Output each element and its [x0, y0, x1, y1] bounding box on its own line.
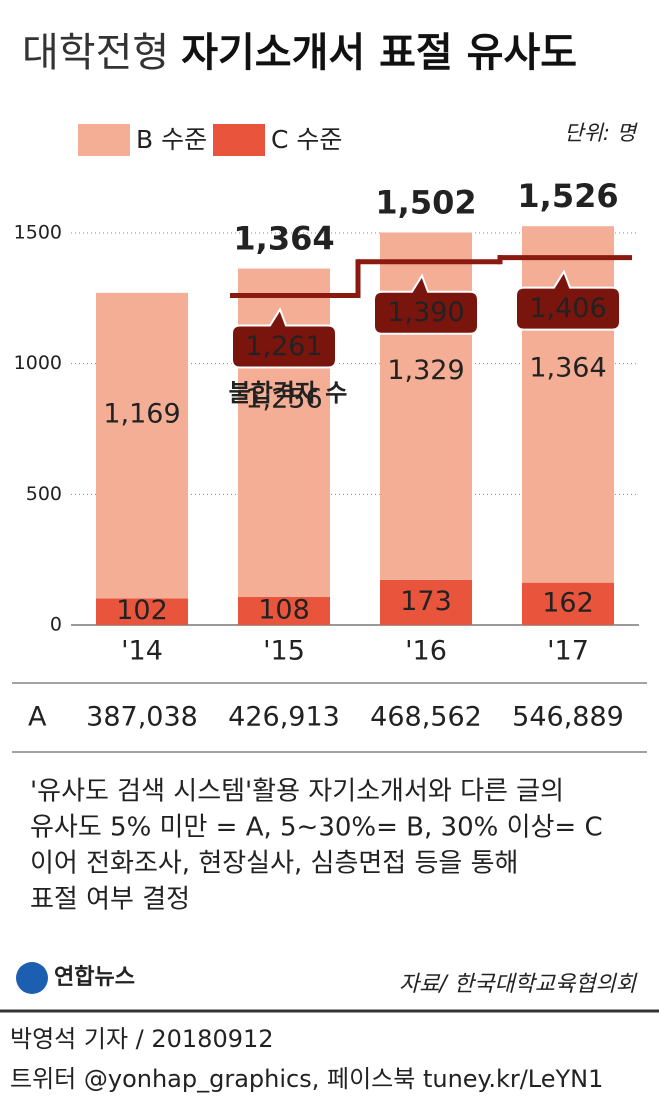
line-label-box	[515, 269, 621, 331]
value-label: 108	[258, 594, 310, 625]
social: 트위터 @yonhap_graphics, 페이스북 tuney.kr/LeYN…	[10, 1065, 603, 1093]
value-label: 102	[116, 595, 168, 626]
line-value-label: 1,261	[245, 331, 322, 362]
value-label: 1,169	[103, 399, 180, 430]
y-tick-label: 1500	[14, 222, 62, 244]
bar-segment	[96, 292, 188, 599]
table-cell: 468,562	[370, 702, 482, 733]
y-tick-label: 1000	[14, 352, 62, 374]
bar-segment	[522, 582, 614, 625]
x-tick-label: '16	[405, 636, 447, 667]
value-label: 162	[542, 587, 594, 618]
chart-title: 대학전형 자기소개서 표절 유사도	[22, 30, 577, 76]
table-cell: 387,038	[86, 702, 198, 733]
bar-segment	[238, 596, 330, 625]
bar-segment	[96, 598, 188, 625]
legend-label: B 수준	[136, 125, 207, 154]
line-value-label: 1,390	[387, 297, 464, 328]
title-light: 대학전형	[22, 30, 169, 76]
total-label: 1,364	[233, 220, 334, 258]
note-line: 유사도 5% 미만 = A, 5∼30%= B, 30% 이상= C	[30, 813, 603, 843]
logo-icon	[16, 962, 48, 994]
bar-segment	[380, 579, 472, 625]
table-row-label: A	[28, 702, 47, 733]
y-tick-label: 0	[50, 614, 62, 636]
source: 자료/ 한국대학교육협의회	[399, 972, 638, 997]
byline: 박영석 기자 / 20180912	[10, 1025, 274, 1053]
value-label: 1,364	[529, 352, 606, 383]
y-tick-label: 500	[26, 483, 62, 505]
note-line: '유사도 검색 시스템'활용 자기소개서와 다른 글의	[30, 777, 564, 807]
x-tick-label: '14	[121, 636, 163, 667]
legend-swatch	[213, 124, 265, 156]
note-line: 이어 전화조사, 현장실사, 심층면접 등을 통해	[30, 849, 518, 879]
x-tick-label: '17	[547, 636, 589, 667]
line-value-label: 1,406	[529, 293, 606, 324]
total-label: 1,526	[517, 177, 618, 215]
value-label: 1,256	[245, 383, 322, 414]
x-tick-label: '15	[263, 636, 305, 667]
line-label-box	[231, 307, 337, 369]
line-label-box	[373, 273, 479, 335]
notes: '유사도 검색 시스템'활용 자기소개서와 다른 글의 유사도 5% 미만 = …	[30, 777, 603, 915]
logo-text: 연합뉴스	[54, 964, 135, 990]
legend-label: C 수준	[271, 125, 342, 154]
table-cell: 426,913	[228, 702, 340, 733]
line-name: 불합격자 수	[229, 379, 348, 407]
value-label: 173	[400, 586, 452, 617]
unit-label: 단위: 명	[564, 121, 638, 145]
value-label: 1,329	[387, 355, 464, 386]
title-bold: 자기소개서 표절 유사도	[181, 30, 577, 76]
total-label: 1,502	[375, 183, 476, 221]
note-line: 표절 여부 결정	[30, 885, 190, 915]
table-cell: 546,889	[512, 702, 624, 733]
legend-swatch	[78, 124, 130, 156]
